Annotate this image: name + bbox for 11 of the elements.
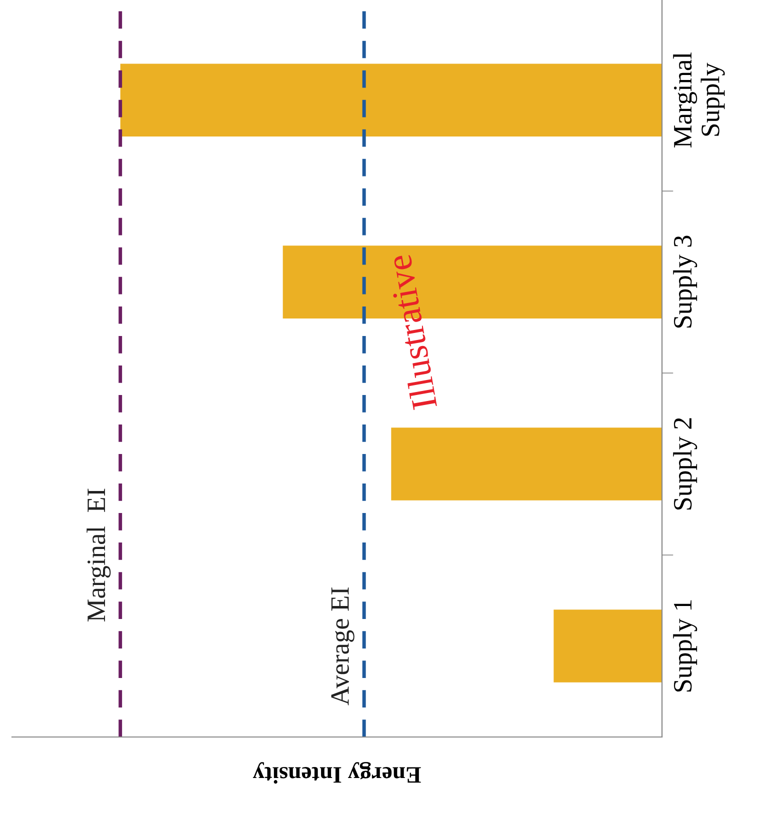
y-tick-label: Supply 1 (673, 600, 698, 692)
ref-line-label: Marginal EI (86, 488, 111, 622)
x-axis-title: Energy Intensity (252, 762, 421, 784)
bar (391, 428, 662, 500)
bar (120, 64, 662, 136)
ref-line-label: Average EI (331, 587, 354, 706)
bar (554, 610, 662, 682)
annotation: Illustrative (386, 254, 438, 410)
y-tick-label: Marginal Supply (673, 52, 725, 148)
y-tick-label: Supply 3 (673, 236, 698, 328)
y-tick-label: Supply 2 (673, 418, 698, 510)
